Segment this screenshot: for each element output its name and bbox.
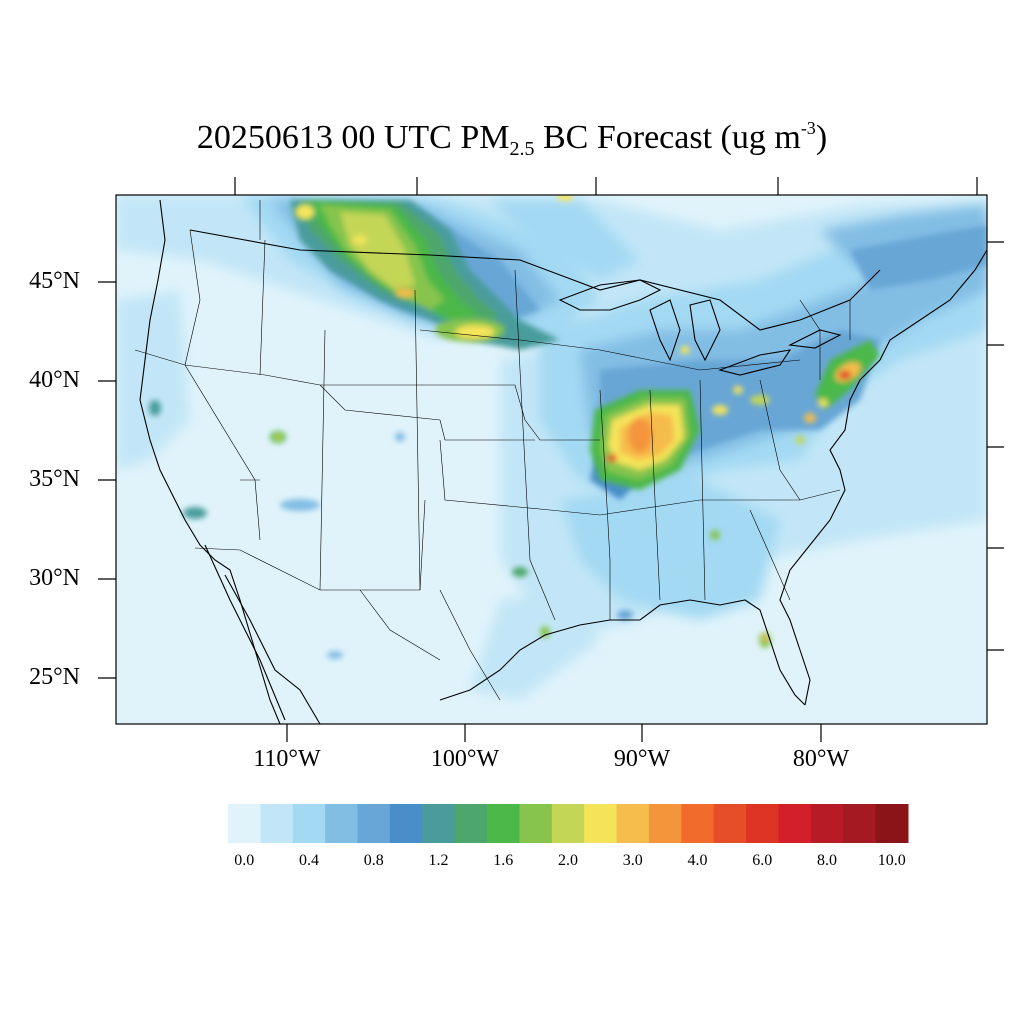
colorbar xyxy=(228,804,909,843)
colorbar-label: 2.0 xyxy=(558,852,578,869)
colorbar-swatch xyxy=(875,804,909,843)
colorbar-label: 6.0 xyxy=(752,852,773,869)
colorbar-swatch xyxy=(778,804,812,843)
map-frame xyxy=(115,194,988,725)
graticule-lines xyxy=(987,242,1004,650)
concentration-field xyxy=(116,195,1004,724)
colorbar-swatch xyxy=(454,804,488,843)
lat-ticks xyxy=(98,281,116,679)
title-time: 00 UTC xyxy=(341,119,452,156)
title-name: BC Forecast xyxy=(542,119,713,156)
colorbar-swatch xyxy=(260,804,294,843)
lon-label-90w: 90°W xyxy=(613,746,671,772)
colorbar-swatch xyxy=(228,804,261,843)
colorbar-swatch xyxy=(843,804,877,843)
lat-label-40n: 40°N xyxy=(29,367,80,393)
colorbar-swatch xyxy=(325,804,359,843)
colorbar-label: 1.2 xyxy=(428,852,449,869)
lon-label-80w: 80°W xyxy=(792,746,850,772)
colorbar-swatch xyxy=(292,804,326,843)
lat-label-35n: 35°N xyxy=(29,466,80,492)
coastlines xyxy=(139,199,987,724)
title-date: 20250613 xyxy=(196,119,333,156)
colorbar-swatch xyxy=(810,804,844,843)
colorbar-swatch xyxy=(389,804,423,843)
colorbar-swatch xyxy=(357,804,391,843)
lon-label-110w: 110°W xyxy=(253,746,321,772)
map-title: 20250613 00 UTC PM2.5 BC Forecast (ug m-… xyxy=(0,118,1024,161)
title-units-close: ) xyxy=(815,119,828,156)
title-units-sup: -3 xyxy=(800,118,816,138)
colorbar-label: 0.0 xyxy=(234,852,255,869)
colorbar-swatch xyxy=(648,804,682,843)
colorbar-label: 0.8 xyxy=(363,852,384,869)
colorbar-swatch xyxy=(551,804,585,843)
colorbar-swatch xyxy=(681,804,715,843)
lat-label-45n: 45°N xyxy=(29,268,80,294)
title-species-sub: 2.5 xyxy=(509,138,535,160)
lat-label-30n: 30°N xyxy=(29,565,80,591)
top-ticks xyxy=(234,177,978,195)
colorbar-swatch xyxy=(746,804,779,843)
lon-label-100w: 100°W xyxy=(430,746,500,772)
colorbar-swatch xyxy=(422,804,456,843)
colorbar-swatch xyxy=(519,804,553,843)
colorbar-label: 8.0 xyxy=(817,852,837,869)
colorbar-label: 4.0 xyxy=(687,852,708,869)
title-species: PM xyxy=(460,119,510,156)
colorbar-swatch xyxy=(616,804,650,843)
colorbar-label: 10.0 xyxy=(877,852,906,869)
colorbar-label: 3.0 xyxy=(622,852,643,869)
right-ticks xyxy=(987,241,1004,651)
lat-label-25n: 25°N xyxy=(29,664,80,690)
state-borders xyxy=(134,200,851,701)
colorbar-swatch xyxy=(713,804,747,843)
colorbar-label: 0.4 xyxy=(299,852,319,869)
colorbar-swatch xyxy=(487,804,520,843)
title-units-open: (ug m xyxy=(720,119,801,156)
colorbar-swatch xyxy=(584,804,618,843)
colorbar-label: 1.6 xyxy=(493,852,514,869)
bottom-ticks xyxy=(286,724,822,742)
